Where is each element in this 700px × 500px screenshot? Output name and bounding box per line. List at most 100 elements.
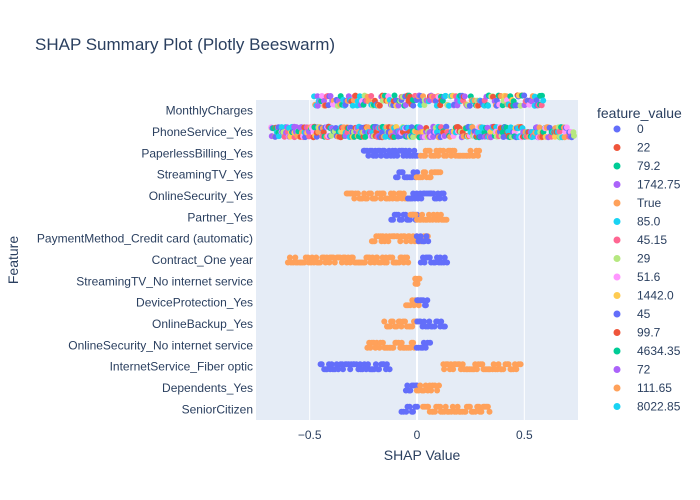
feature-row-points	[402, 382, 442, 394]
beeswarm-point	[405, 259, 412, 266]
beeswarm-point	[390, 216, 396, 223]
beeswarm-point	[448, 152, 455, 159]
beeswarm-point	[444, 259, 451, 266]
beeswarm-point	[371, 238, 378, 245]
beeswarm-point	[427, 339, 434, 346]
beeswarm-point	[397, 238, 404, 245]
legend-label: 29	[637, 252, 651, 266]
feature-row-points	[368, 233, 432, 245]
beeswarm-point	[449, 403, 456, 410]
beeswarm-point	[436, 382, 442, 389]
beeswarm-point	[376, 366, 382, 373]
beeswarm-point	[403, 408, 410, 415]
y-tick-label: PaperlessBilling_Yes	[141, 146, 253, 160]
legend-item[interactable]: 79.2	[613, 159, 661, 173]
beeswarm-point	[479, 361, 486, 368]
beeswarm-point	[314, 93, 321, 100]
legend-marker	[613, 199, 621, 207]
feature-row-points	[403, 297, 431, 309]
beeswarm-point	[422, 344, 429, 351]
legend-item[interactable]: True	[613, 196, 662, 210]
beeswarm-point	[406, 216, 413, 223]
beeswarm-point	[422, 302, 429, 309]
beeswarm-point	[398, 216, 405, 223]
feature-row-points	[412, 275, 423, 287]
legend-item[interactable]: 45	[613, 307, 651, 321]
y-tick-label: OnlineSecurity_No internet service	[68, 338, 253, 352]
legend: feature_value 0 22 79.2 1742.75 True 85.0 45.1…	[597, 105, 682, 414]
chart-title: SHAP Summary Plot (Plotly Beeswarm)	[35, 35, 335, 54]
legend-item[interactable]: 72	[613, 363, 651, 377]
beeswarm-point	[381, 318, 388, 325]
beeswarm-point	[365, 124, 371, 131]
legend-marker	[613, 347, 621, 355]
beeswarm-point	[475, 129, 482, 136]
beeswarm-point	[486, 408, 493, 415]
beeswarm-point	[327, 93, 334, 99]
feature-row-points	[393, 169, 444, 181]
beeswarm-point	[317, 259, 324, 266]
beeswarm-point	[313, 254, 320, 261]
beeswarm-point	[400, 259, 407, 266]
beeswarm-point	[349, 102, 356, 109]
beeswarm-point	[421, 259, 428, 266]
beeswarm-point	[422, 169, 429, 176]
beeswarm-point	[426, 254, 433, 261]
beeswarm-point	[394, 174, 401, 181]
legend-item[interactable]: 22	[613, 141, 651, 155]
legend-item[interactable]: 8022.85	[613, 400, 681, 414]
feature-row-points	[398, 403, 493, 415]
feature-row-points	[317, 361, 524, 373]
beeswarm-point	[338, 259, 345, 266]
beeswarm-point	[434, 387, 441, 394]
legend-item[interactable]: 1742.75	[613, 178, 681, 192]
beeswarm-point	[417, 382, 424, 389]
beeswarm-point	[454, 102, 461, 109]
x-axis-tick-labels: −0.5 0 0.5	[298, 428, 533, 442]
beeswarm-point	[428, 387, 435, 394]
beeswarm-point	[376, 102, 383, 109]
beeswarm-point	[382, 133, 389, 140]
beeswarm-point	[394, 152, 401, 159]
beeswarm-point	[539, 92, 545, 99]
beeswarm-point	[331, 259, 338, 266]
legend-marker	[613, 366, 621, 373]
beeswarm-point	[383, 361, 390, 368]
beeswarm-point	[398, 323, 405, 330]
beeswarm-point	[422, 152, 429, 159]
beeswarm-point	[399, 169, 406, 176]
beeswarm-point	[402, 211, 409, 218]
beeswarm-point	[436, 195, 443, 202]
beeswarm-point	[478, 408, 485, 415]
beeswarm-point	[404, 382, 411, 389]
beeswarm-point	[475, 403, 482, 410]
legend-item[interactable]: 0	[613, 122, 645, 136]
legend-marker	[613, 162, 621, 170]
beeswarm-point	[357, 361, 364, 368]
beeswarm-point	[326, 259, 333, 266]
legend-item[interactable]: 85.0	[613, 215, 661, 229]
legend-item[interactable]: 1442.0	[613, 289, 675, 303]
legend-item[interactable]: 29	[613, 252, 651, 266]
legend-item[interactable]: 4634.35	[613, 344, 681, 358]
legend-item[interactable]: 45.15	[613, 233, 668, 247]
legend-item[interactable]: 51.6	[613, 270, 661, 284]
legend-item[interactable]: 99.7	[613, 326, 661, 340]
beeswarm-point	[536, 124, 543, 131]
y-tick-label: MonthlyCharges	[166, 104, 253, 118]
beeswarm-point	[441, 366, 448, 373]
feature-row-points	[311, 92, 547, 109]
beeswarm-point	[396, 259, 403, 266]
beeswarm-point	[473, 366, 480, 373]
beeswarm-point	[403, 238, 410, 245]
legend-marker	[613, 125, 621, 133]
beeswarm-point	[446, 102, 452, 109]
beeswarm-point	[435, 152, 442, 159]
beeswarm-point	[328, 361, 335, 368]
beeswarm-point	[441, 195, 448, 202]
beeswarm-point	[387, 323, 393, 330]
legend-item[interactable]: 111.65	[613, 381, 673, 395]
beeswarm-point	[386, 366, 393, 373]
beeswarm-point	[540, 97, 547, 104]
